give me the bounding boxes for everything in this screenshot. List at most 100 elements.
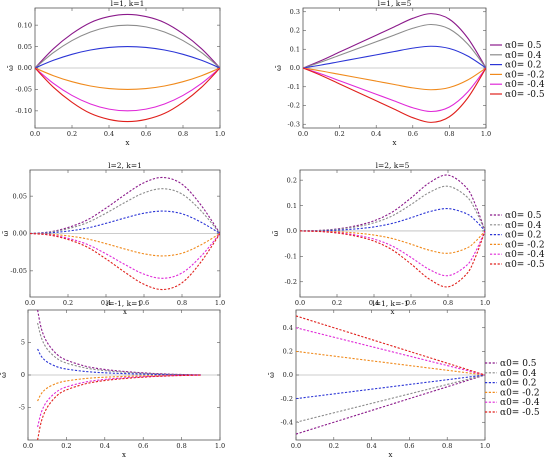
legend-entry: α0= 0.5 [500,359,537,369]
y-tick-label: 0.2 [283,348,293,356]
legend: α0= 0.5α0= 0.4α0= 0.2α0= -0.2α0= -0.4α0=… [485,359,540,418]
legend-label: 0= 0.4 [511,51,542,61]
legend-alpha: α [500,369,506,379]
legend-entry: α0= -0.2 [500,388,540,398]
y-tick-label: -0.4 [280,418,293,426]
series-line-2 [35,24,220,69]
legend-alpha: α [505,51,511,61]
x-tick-label: 0.0 [295,299,305,307]
legend-label: 0= 0.4 [506,369,537,379]
x-tick-label: 0.6 [406,299,416,307]
y-tick-label: 0.00 [18,64,32,72]
legend-entry: α0= 0.2 [505,231,542,241]
series-line-5 [35,67,220,112]
x-tick-label: 0.8 [443,299,453,307]
series-line-4 [35,67,220,90]
y-tick-label: 0.0 [290,64,300,72]
legend-alpha: α [505,260,511,270]
x-tick-label: 1.0 [215,130,225,138]
legend-alpha: α [500,359,506,369]
x-tick-label: 1.0 [481,130,491,138]
legend-entry: α0= 0.5 [505,211,542,221]
legend-label: 0= 0.2 [511,231,541,241]
series-line-3 [37,348,201,376]
y-tick-label: -0.2 [280,395,293,403]
y-tick-label: -0.2 [284,278,297,286]
series-line-4 [37,374,201,402]
legend-label: 0= 0.5 [511,41,542,51]
x-tick-label: 0.8 [178,130,188,138]
x-tick-label: 0.2 [329,442,339,450]
legend-alpha: α [500,388,506,398]
x-axis-label: x [122,451,126,459]
x-tick-label: 1.0 [215,299,225,307]
legend-entry: α0= 0.2 [505,61,542,71]
x-tick-label: 0.0 [23,442,33,450]
series-line-4 [296,350,485,376]
y-tick-label: -0.05 [15,86,32,94]
series-line-2 [300,185,485,232]
series-group [296,315,485,435]
series-group [300,174,485,288]
y-tick-label: 0.0 [287,227,297,235]
legend: α0= 0.5α0= 0.4α0= 0.2 α0= -0.2α0= -0.4α0=… [490,211,545,270]
legend-label: 0= -0.4 [511,250,545,260]
series-line-1 [303,13,486,69]
series-line-5 [30,232,220,279]
y-axis-label: ω̃ [0,372,8,378]
y-tick-label: 0.05 [18,43,32,51]
y-tick-label: 0.0 [283,371,293,379]
y-axis-label: ω̃ [271,230,280,236]
series-line-1 [30,176,220,235]
legend-label: 0= 0.5 [511,211,542,221]
x-tick-label: 0.2 [67,130,77,138]
legend-label: 0= -0.4 [506,398,540,408]
legend-entry: α0= 0.4 [505,221,542,231]
y-tick-label: 0.05 [13,192,27,200]
x-tick-label: 0.6 [141,130,151,138]
legend-alpha: α [500,379,506,389]
series-line-1 [300,174,485,232]
panel-title: l=2, k=1 [108,161,142,170]
x-tick-label: 0.2 [332,299,342,307]
legend-alpha: α [505,90,511,100]
legend-entry: α0= -0.5 [505,260,545,270]
x-tick-label: 0.8 [442,442,452,450]
legend-label: 0= -0.2 [511,240,544,250]
x-tick-label: 0.6 [404,442,414,450]
y-tick-label: -0.05 [10,267,27,275]
series-line-4 [300,230,485,254]
legend-alpha: α [500,398,506,408]
y-tick-label: -0.1 [284,253,297,261]
x-axis-label: x [389,451,393,459]
legend-label: 0= 0.5 [506,359,537,369]
series-line-6 [303,67,486,123]
panel-title: l=1, k=1 [111,0,145,8]
x-tick-label: 0.8 [444,130,454,138]
y-tick-label: 0.2 [290,27,300,35]
x-tick-label: 0.0 [291,442,301,450]
legend-entry: α0= 0.4 [505,51,542,61]
y-axis-label: ω̃ [6,65,15,71]
series-line-2 [296,374,485,423]
legend-alpha: α [505,41,511,51]
x-tick-label: 0.2 [61,442,71,450]
panel-6: 0.0 0.2 0.4 0.6 0.8 1.0 0.4 0.2 0.0 -0.2 -0.4 l=1, … [267,299,540,459]
legend-label: 0= -0.5 [511,90,545,100]
x-tick-label: 0.4 [104,130,114,138]
series-line-1 [37,310,201,376]
legend-label: 0= -0.2 [511,70,544,80]
x-axis-label: x [391,308,395,316]
y-tick-label: 0.1 [290,45,300,53]
y-tick-label: 0.2 [287,176,297,184]
series-line-3 [30,210,220,235]
y-tick-label: 0 [21,371,25,379]
series-line-5 [303,67,486,113]
x-axis-label: x [123,308,127,316]
legend-alpha: α [505,80,511,90]
legend-entry: α0= -0.5 [500,408,540,418]
legend-entry: α0= -0.4 [505,250,545,260]
panel-2: 0.0 0.2 0.4 0.6 0.8 1.0 0.3 0.2 0.1 0.0 -0.1 -0.2 -0… [274,0,545,147]
y-tick-label: -0.10 [15,107,32,115]
